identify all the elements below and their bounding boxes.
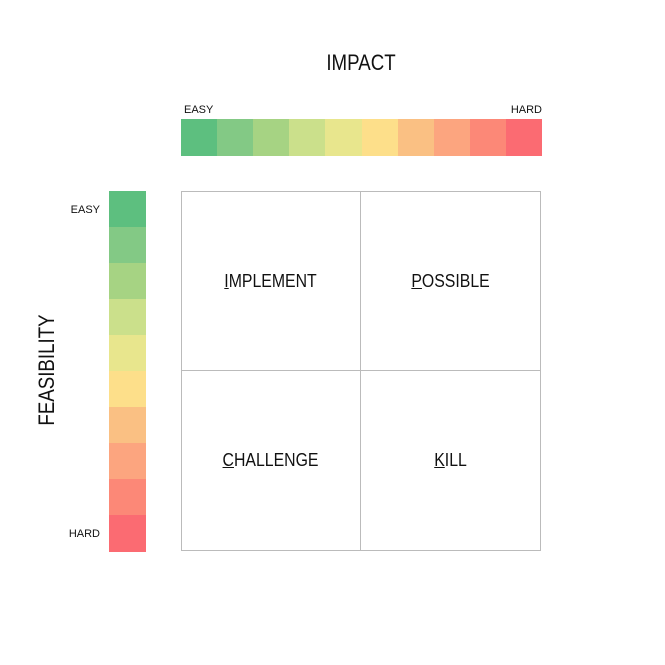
feasibility-easy: EASY <box>70 204 100 216</box>
impact-scale-cell <box>505 119 543 156</box>
impact-scale-cell <box>289 119 326 156</box>
feasibility-scale-cell <box>109 263 146 300</box>
quadrant: POSSIBLE <box>361 191 541 371</box>
impact-easy: EASY <box>184 104 214 116</box>
feasibility-scale-cell <box>109 227 146 264</box>
quadrant-label: KILL <box>434 450 467 470</box>
impact-scale-cell <box>325 119 362 156</box>
feasibility-scale-cell <box>109 191 146 228</box>
impact-hard: HARD <box>510 104 542 116</box>
impact-scale-cell <box>217 119 254 156</box>
impact-title: IMPACT <box>326 50 396 75</box>
feasibility-scale-cell <box>109 335 146 372</box>
impact-scale-cell <box>253 119 290 156</box>
feasibility-scale-cell <box>109 515 146 552</box>
feasibility-scale-cell <box>109 371 146 408</box>
impact-scale-cell <box>181 119 218 156</box>
feasibility-scale-cell <box>109 479 146 516</box>
feasibility-title: FEASIBILITY <box>34 314 59 426</box>
quadrant: IMPLEMENT <box>181 191 361 371</box>
impact-scale-cell <box>361 119 399 156</box>
quadrant: KILL <box>361 371 541 551</box>
quadrant-label: IMPLEMENT <box>224 270 318 291</box>
feasibility-hard: HARD <box>68 528 100 540</box>
impact-scale-cell <box>469 119 507 156</box>
feasibility-scale-cell <box>109 299 146 336</box>
impact-scale-cell <box>397 119 435 156</box>
impact-scale-cell <box>433 119 471 156</box>
quadrant: CHALLENGE <box>181 371 361 551</box>
quadrant-label: CHALLENGE <box>223 450 319 470</box>
feasibility-scale-cell <box>109 407 146 444</box>
feasibility-scale-cell <box>109 443 146 480</box>
quadrant-label: POSSIBLE <box>411 270 490 291</box>
